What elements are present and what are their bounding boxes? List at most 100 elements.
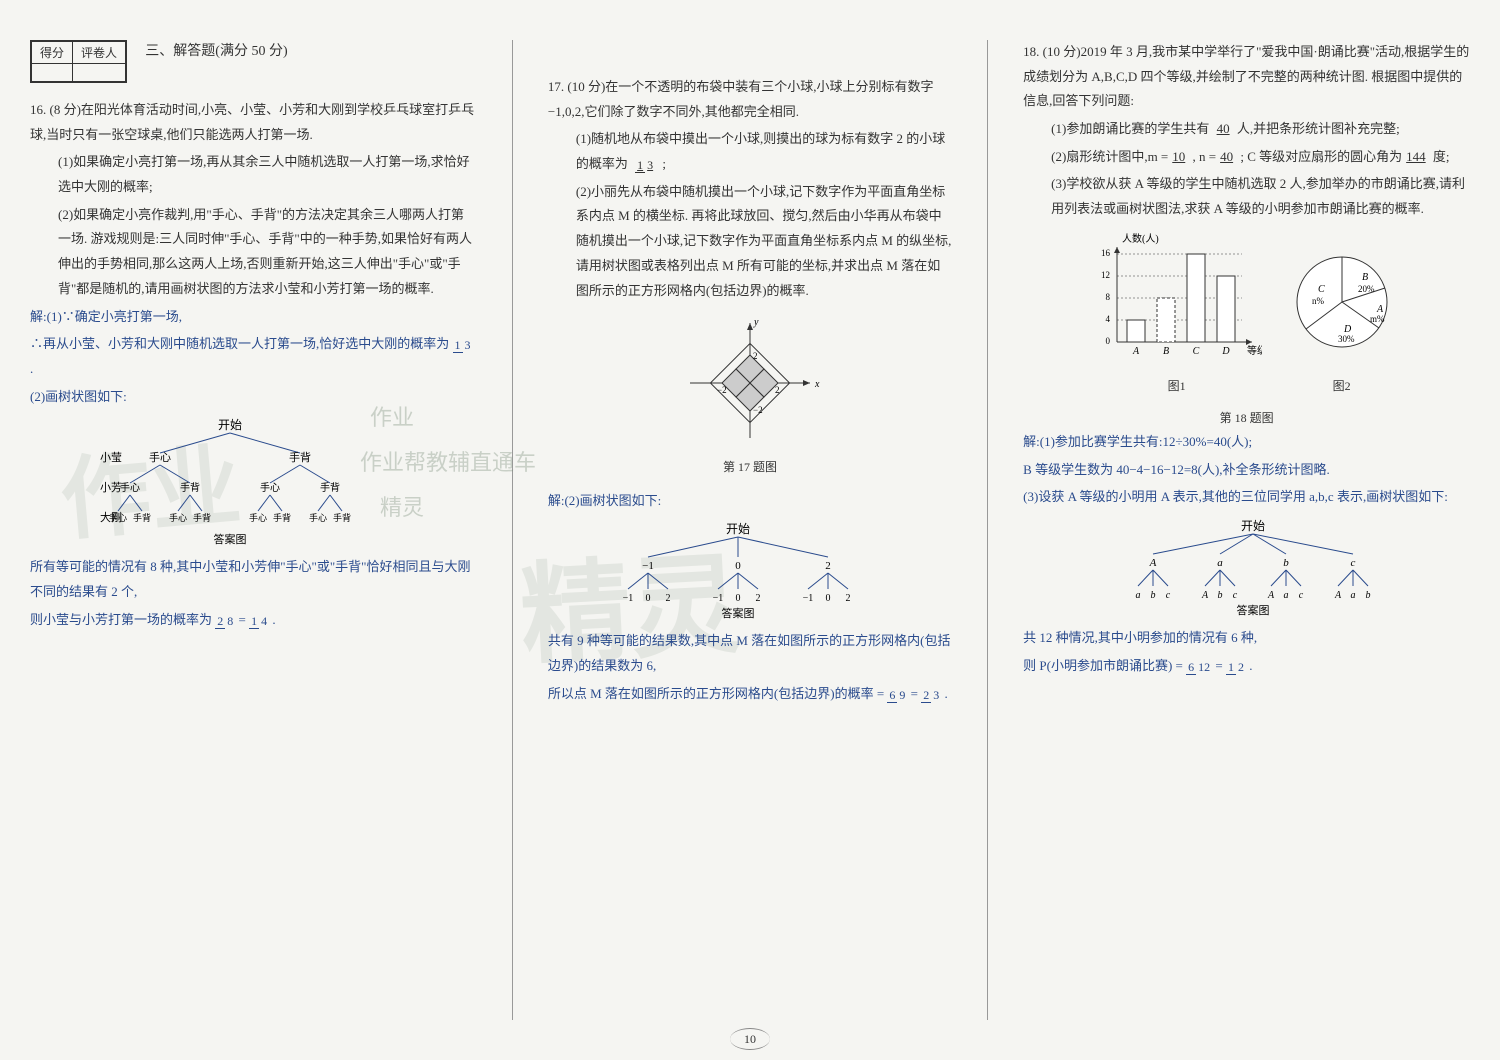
svg-text:小莹: 小莹 [100,451,122,464]
q17-s2a: 解:(2)画树状图如下: [548,489,952,514]
svg-text:开始: 开始 [1241,519,1265,533]
svg-text:手心: 手心 [109,512,127,523]
svg-text:手背: 手背 [193,512,211,523]
svg-text:手背: 手背 [333,512,351,523]
svg-text:手背: 手背 [133,512,151,523]
bar-chart: 人数(人) 0 48 1216 A [1092,232,1262,397]
header-row: 得分评卷人 三、解答题(满分 50 分) [30,40,477,83]
svg-text:A: A [1267,590,1275,601]
q16-s2c-line: 则小莹与小芳打第一场的概率为 28 = 14 . [30,608,477,633]
svg-text:a: a [1351,590,1356,601]
score-h2: 评卷人 [73,42,126,64]
svg-text:c: c [1351,557,1356,569]
svg-text:b: b [1218,590,1223,601]
svg-text:等级: 等级 [1247,344,1262,357]
svg-text:2: 2 [825,560,831,572]
q17-head: 17. (10 分)在一个不透明的布袋中装有三个小球,小球上分别标有数字 −1,… [548,75,952,124]
question-17: 17. (10 分)在一个不透明的布袋中装有三个小球,小球上分别标有数字 −1,… [548,75,952,706]
svg-text:−1: −1 [713,593,724,604]
svg-text:30%: 30% [1338,334,1355,344]
svg-text:2: 2 [775,385,780,395]
frac-14: 14 [249,615,269,627]
svg-text:4: 4 [1105,314,1110,324]
svg-text:c: c [1299,590,1304,601]
svg-text:a: a [1284,590,1289,601]
frac-23: 23 [921,689,941,701]
svg-text:答案图: 答案图 [214,532,247,546]
svg-text:−2: −2 [753,405,763,415]
svg-text:0: 0 [735,593,740,604]
column-2: 17. (10 分)在一个不透明的布袋中装有三个小球,小球上分别标有数字 −1,… [548,40,952,1020]
q18-fig-caption: 第 18 题图 [1023,407,1470,430]
svg-text:−2: −2 [717,385,727,395]
svg-text:20%: 20% [1358,284,1375,294]
svg-text:开始: 开始 [218,418,242,432]
svg-text:0: 0 [825,593,830,604]
svg-text:16: 16 [1101,248,1111,258]
svg-text:a: a [1217,557,1223,569]
column-divider [987,40,988,1020]
q18-p1-line: (1)参加朗诵比赛的学生共有 40 人,并把条形统计图补充完整; [1023,117,1470,142]
svg-text:D: D [1221,346,1230,357]
q16-tree: 开始 小莹 手心 手背 小芳 手心手背 手心手背 大刚 手心手背 [70,417,477,547]
svg-text:c: c [1233,590,1238,601]
svg-text:手背: 手背 [273,512,291,523]
svg-text:8: 8 [1105,292,1110,302]
q18-s3b: 共 12 种情况,其中小明参加的情况有 6 种, [1023,626,1470,651]
svg-text:手背: 手背 [180,481,200,494]
q18-p1-ans: 40 [1213,121,1234,136]
svg-text:b: b [1366,590,1371,601]
svg-text:m%: m% [1370,314,1385,324]
svg-text:A: A [1132,346,1140,357]
svg-text:手背: 手背 [320,481,340,494]
svg-text:x: x [814,379,820,390]
svg-text:2: 2 [665,593,670,604]
q16-head: 16. (8 分)在阳光体育活动时间,小亮、小莹、小芳和大刚到学校乒乓球室打乒乓… [30,98,477,147]
svg-text:开始: 开始 [726,522,750,536]
column-3: 18. (10 分)2019 年 3 月,我市某中学举行了"爱我中国·朗诵比赛"… [1023,40,1470,1020]
svg-text:0: 0 [1105,336,1110,346]
q16-p2: (2)如果确定小亮作裁判,用"手心、手背"的方法决定其余三人哪两人打第一场. 游… [30,203,477,302]
question-18: 18. (10 分)2019 年 3 月,我市某中学举行了"爱我中国·朗诵比赛"… [1023,40,1470,679]
pie-chart: B20% Am% D30% Cn% 图2 [1282,242,1402,397]
svg-text:人数(人): 人数(人) [1122,232,1159,245]
svg-text:−1: −1 [642,560,654,572]
svg-text:A: A [1334,590,1342,601]
svg-text:0: 0 [645,593,650,604]
svg-text:C: C [1192,346,1199,357]
page-container: 得分评卷人 三、解答题(满分 50 分) 16. (8 分)在阳光体育活动时间,… [30,40,1470,1020]
q17-s2c-line: 所以点 M 落在如图所示的正方形网格内(包括边界)的概率 = 69 = 23 . [548,682,952,707]
svg-text:n%: n% [1312,296,1325,306]
q17-figure: x y O 2−2 2−2 第 17 题图 [548,313,952,478]
q16-s1b: ∴再从小莹、小芳和大刚中随机选取一人打第一场,恰好选中大刚的概率为 [30,336,449,351]
fig2-caption: 图2 [1282,375,1402,398]
svg-text:2: 2 [753,351,758,361]
svg-text:c: c [1166,590,1171,601]
q16-s2a: (2)画树状图如下: [30,385,477,410]
column-1: 得分评卷人 三、解答题(满分 50 分) 16. (8 分)在阳光体育活动时间,… [30,40,477,1020]
svg-text:b: b [1283,557,1289,569]
section-title: 三、解答题(满分 50 分) [145,40,287,60]
frac-69: 69 [887,689,907,701]
q17-p2: (2)小丽先从布袋中随机摸出一个小球,记下数字作为平面直角坐标系内点 M 的横坐… [548,180,952,303]
q18-figures: 人数(人) 0 48 1216 A [1023,232,1470,397]
svg-text:A: A [1201,590,1209,601]
q18-s3c-line: 则 P(小明参加市朗诵比赛) = 612 = 12 . [1023,654,1470,679]
svg-text:−1: −1 [803,593,814,604]
svg-text:C: C [1318,284,1325,295]
question-16: 16. (8 分)在阳光体育活动时间,小亮、小莹、小芳和大刚到学校乒乓球室打乒乓… [30,98,477,632]
q17-s2b: 共有 9 种等可能的结果数,其中点 M 落在如图所示的正方形网格内(包括边界)的… [548,629,952,678]
q17-p1-line: (1)随机地从布袋中摸出一个小球,则摸出的球为标有数字 2 的小球的概率为 13… [548,127,952,176]
score-h1: 得分 [32,42,73,64]
q17-fig-caption: 第 17 题图 [548,456,952,479]
svg-text:B: B [1362,272,1368,283]
svg-text:手背: 手背 [289,450,311,464]
svg-text:手心: 手心 [309,512,327,523]
frac-612: 612 [1186,661,1212,673]
svg-text:A: A [1149,557,1157,569]
q16-p1: (1)如果确定小亮打第一场,再从其余三人中随机选取一人打第一场,求恰好选中大刚的… [30,150,477,199]
svg-text:答案图: 答案图 [1237,603,1270,617]
q17-p1-ans: 13 [631,159,659,171]
q18-head: 18. (10 分)2019 年 3 月,我市某中学举行了"爱我中国·朗诵比赛"… [1023,40,1470,114]
frac-12: 12 [1226,661,1246,673]
